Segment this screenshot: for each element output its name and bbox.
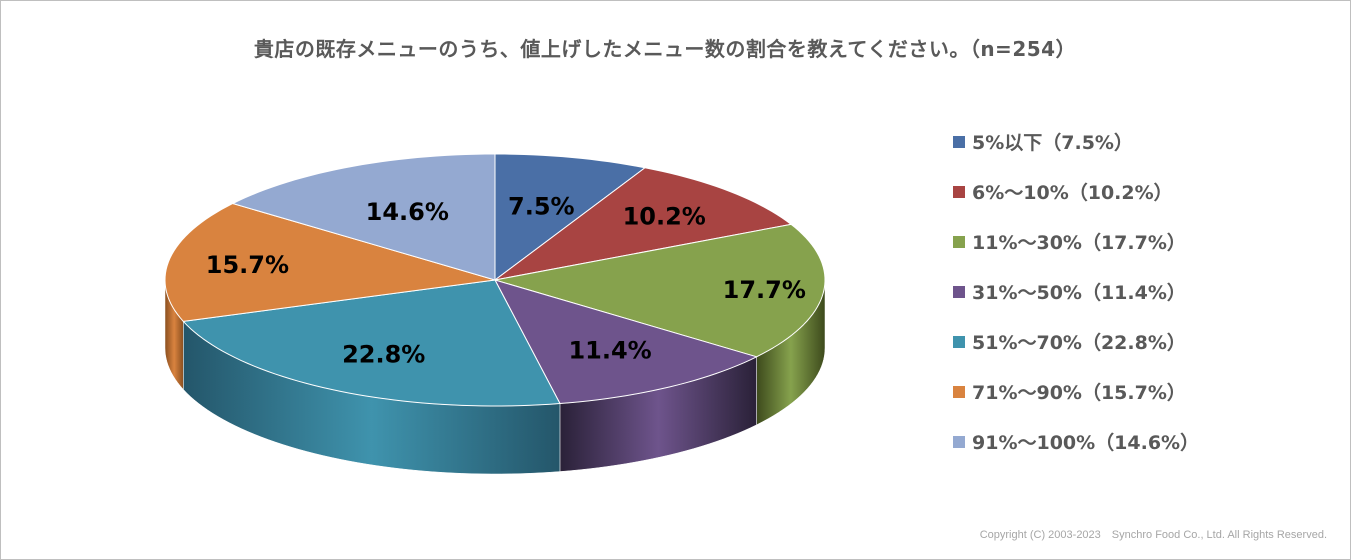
legend-item-2: 6%～10%（10.2%） [953,178,1199,228]
data-label-2: 10.2% [623,202,706,230]
pie-slice-2[interactable] [494,167,792,281]
pie-data-labels: 7.5% 10.2% 17.7% 11.4% 22.8% 15.7% 14.6% [206,193,806,369]
legend-swatch-5 [953,336,965,348]
pie-slices [164,153,826,407]
legend-item-3: 11%～30%（17.7%） [953,228,1199,278]
legend-label-5: 51%～70%（22.8%） [972,332,1186,354]
pie-slice-6[interactable] [164,202,496,322]
legend-label-1: 5%以下（7.5%） [972,132,1133,154]
pie-slice-3[interactable] [494,223,826,358]
legend-label-3: 11%～30%（17.7%） [972,232,1186,254]
data-label-4: 11.4% [568,337,651,365]
data-label-7: 14.6% [366,198,449,226]
chart-legend: 5%以下（7.5%） 6%～10%（10.2%） 11%～30%（17.7%） 31%… [953,128,1199,478]
legend-item-7: 91%～100%（14.6%） [953,428,1199,478]
legend-swatch-7 [953,436,965,448]
legend-label-4: 31%～50%（11.4%） [972,282,1186,304]
legend-label-6: 71%～90%（15.7%） [972,382,1186,404]
legend-swatch-3 [953,236,965,248]
legend-swatch-2 [953,186,965,198]
legend-swatch-4 [953,286,965,298]
copyright-text: Copyright (C) 2003-2023 Synchro Food Co.… [979,529,1327,541]
legend-label-7: 91%～100%（14.6%） [972,432,1200,454]
pie-slice-1[interactable] [494,153,646,281]
data-label-6: 15.7% [206,251,289,279]
legend-swatch-1 [953,136,965,148]
pie-slice-5[interactable] [182,279,561,407]
data-label-1: 7.5% [508,193,575,221]
legend-item-4: 31%～50%（11.4%） [953,278,1199,328]
legend-item-6: 71%～90%（15.7%） [953,378,1199,428]
legend-label-2: 6%～10%（10.2%） [972,182,1173,204]
data-label-5: 22.8% [342,340,425,368]
pie-side-walls [164,279,826,475]
pie-slice-4[interactable] [494,279,758,405]
pie-slice-7[interactable] [232,153,496,281]
chart-title: 貴店の既存メニューのうち、値上げしたメニュー数の割合を教えてください。（n=25… [253,37,1077,61]
legend-item-5: 51%～70%（22.8%） [953,328,1199,378]
legend-swatch-6 [953,386,965,398]
data-label-3: 17.7% [723,276,806,304]
legend-item-1: 5%以下（7.5%） [953,128,1199,178]
